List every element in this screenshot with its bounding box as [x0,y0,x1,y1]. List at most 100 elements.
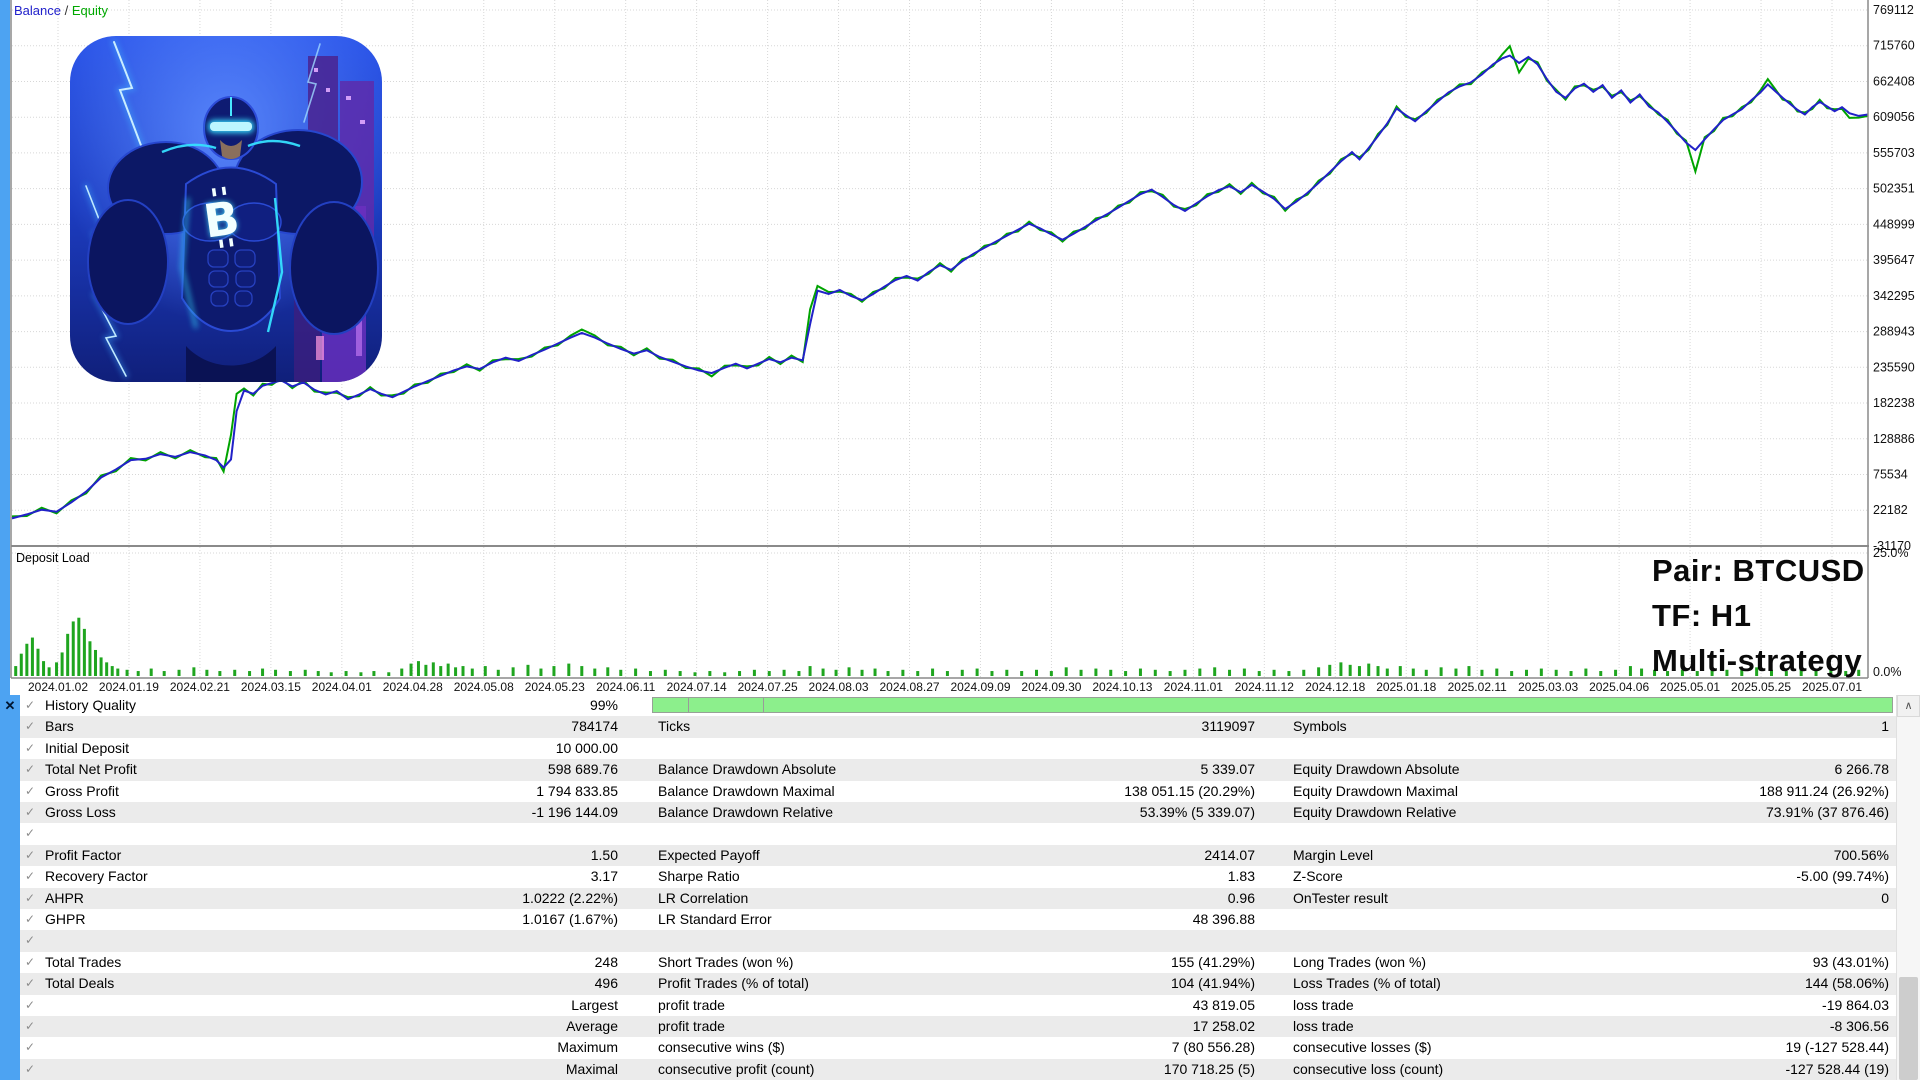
deposit-load-bar [1510,671,1514,676]
deposit-load-bar [634,668,638,676]
deposit-load-bar [1829,668,1833,676]
table-row[interactable]: ✓ Gross Loss -1 196 144.09 Balance Drawdown… [20,802,1897,824]
panel-edge-strip[interactable] [0,0,10,695]
deposit-load-bar [261,668,265,676]
metric-label: Profit Factor [45,846,122,863]
table-row[interactable]: ✓ Recovery Factor 3.17 Sharpe Ratio 1.83 Z-Sc… [20,866,1897,887]
table-row[interactable]: ✓ Profit Factor 1.50 Expected Payoff 2414.07… [20,844,1897,867]
deposit-load-bar [483,666,487,676]
deposit-load-bar [233,669,237,676]
x-axis-label: 2024.08.03 [809,680,869,694]
check-icon: ✓ [25,826,36,841]
table-row[interactable]: ✓ [20,823,1897,844]
results-edge-strip[interactable] [0,695,20,1080]
table-row[interactable]: ✓ [20,930,1897,952]
x-axis-label: 2024.03.15 [241,680,301,694]
deposit-load-bar [1666,671,1670,676]
table-row[interactable]: ✓ Initial Deposit 10 000.00 [20,738,1897,759]
table-row[interactable]: ✓ AHPR 1.0222 (2.22%) LR Correlation 0.96 OnT… [20,887,1897,909]
deposit-load-bar [1005,669,1009,676]
metric-value: 10 000.00 [555,739,618,756]
x-axis-label: 2024.07.25 [738,680,798,694]
deposit-load-bar [400,668,404,676]
deposit-load-bar [42,661,46,676]
deposit-load-bar [30,637,34,676]
metric-value: Average [566,1018,618,1034]
y-axis-label: 128886 [1873,432,1915,446]
metric-value: -1 196 144.09 [531,804,618,820]
deposit-load-bar [1242,668,1246,676]
metric-value: Maximum [557,1039,618,1056]
deposit-load-bar [162,671,166,676]
table-row[interactable]: ✓ Total Net Profit 598 689.76 Balance Drawd… [20,759,1897,781]
legend-balance: Balance [14,3,61,18]
deposit-load-bar [19,653,23,676]
deposit-load-bar [1584,668,1588,676]
legend-separator: / [60,3,72,18]
table-row[interactable]: ✓ Maximum consecutive wins ($) 7 (80 556.28… [20,1037,1897,1058]
table-row[interactable]: ✓ Average profit trade 17 258.02 loss trade -… [20,1016,1897,1038]
metric-label: loss trade [1293,1018,1354,1034]
balance-line [11,54,1869,520]
deposit-load-bar [1257,671,1261,676]
deposit-load-bar [439,666,443,676]
metric-label: Profit Trades (% of total) [658,975,809,992]
hero-figure: B B [87,96,379,382]
metric-value: 3.17 [590,868,618,885]
metric-value: 188 911.24 (26.92%) [1759,782,1889,799]
deposit-load-bar [916,671,920,676]
scroll-up-icon[interactable]: ∧ [1897,695,1920,717]
table-row[interactable]: ✓ Total Deals 496 Profit Trades (% of total… [20,973,1897,995]
metric-label: Equity Drawdown Absolute [1293,761,1460,778]
metric-value: 7 (80 556.28) [1171,1039,1255,1056]
deposit-load-bar [606,667,610,676]
deposit-load-bar [873,668,877,676]
deposit-load-bar [693,672,697,676]
metric-label: Expected Payoff [658,846,760,863]
metric-label: Total Net Profit [45,761,137,778]
table-row[interactable]: ✓ Largest profit trade 43 819.05 loss trade -… [20,995,1897,1016]
vertical-scrollbar[interactable]: ∧ [1896,695,1920,1080]
metric-value: 700.56% [1833,846,1889,863]
metric-label: Short Trades (won %) [658,953,794,970]
deposit-load-bar [834,669,838,676]
strategy-caption: Pair: BTCUSD TF: H1 Multi-strategy [1652,548,1865,683]
metric-value: 73.91% (37 876.46) [1766,804,1889,820]
metric-value: 99% [589,697,618,713]
svg-text:B: B [200,190,242,248]
history-quality-bar [652,697,1893,713]
deposit-load-bar [539,668,543,676]
deposit-load-bar [1079,669,1083,676]
check-icon: ✓ [25,1061,36,1076]
metric-label: Equity Drawdown Relative [1293,804,1457,820]
metric-value: 1 [1881,718,1889,735]
deposit-load-bar [1614,669,1618,676]
deposit-load-bar [767,671,771,676]
caption-pair: Pair: BTCUSD [1652,553,1865,588]
deposit-load-bar [619,669,623,676]
x-axis-label: 2024.01.19 [99,680,159,694]
deposit-load-bar [1799,668,1803,676]
check-icon: ✓ [25,762,36,777]
deposit-load-bar [975,668,979,676]
deposit-load-bar [125,669,129,676]
deposit-load-bar [248,671,252,676]
metric-label: consecutive loss (count) [1293,1060,1444,1077]
scrollbar-thumb[interactable] [1899,977,1918,1080]
caption-strategy: Multi-strategy [1652,643,1863,678]
table-row[interactable]: ✓ Maximal consecutive profit (count) 170 71… [20,1058,1897,1080]
bitcoin-hero-image: B B [70,36,382,382]
table-row[interactable]: ✓ Bars 784174 Ticks 3119097 Symbols 1 [20,716,1897,738]
y-axis-label: 342295 [1873,289,1915,303]
table-row[interactable]: ✓ Gross Profit 1 794 833.85 Balance Drawdow… [20,781,1897,802]
deposit-load-bar [1539,668,1543,676]
deposit-load-bar [60,652,64,676]
deposit-load-bar [1857,669,1861,676]
deposit-load-bar [1398,666,1402,676]
table-row[interactable]: ✓ History Quality 99% [20,695,1897,716]
table-row[interactable]: ✓ Total Trades 248 Short Trades (won %) 155 … [20,952,1897,973]
metric-label: Ticks [658,718,691,735]
table-row[interactable]: ✓ GHPR 1.0167 (1.67%) LR Standard Error 48 3… [20,909,1897,930]
close-icon[interactable]: ✕ [4,698,16,713]
